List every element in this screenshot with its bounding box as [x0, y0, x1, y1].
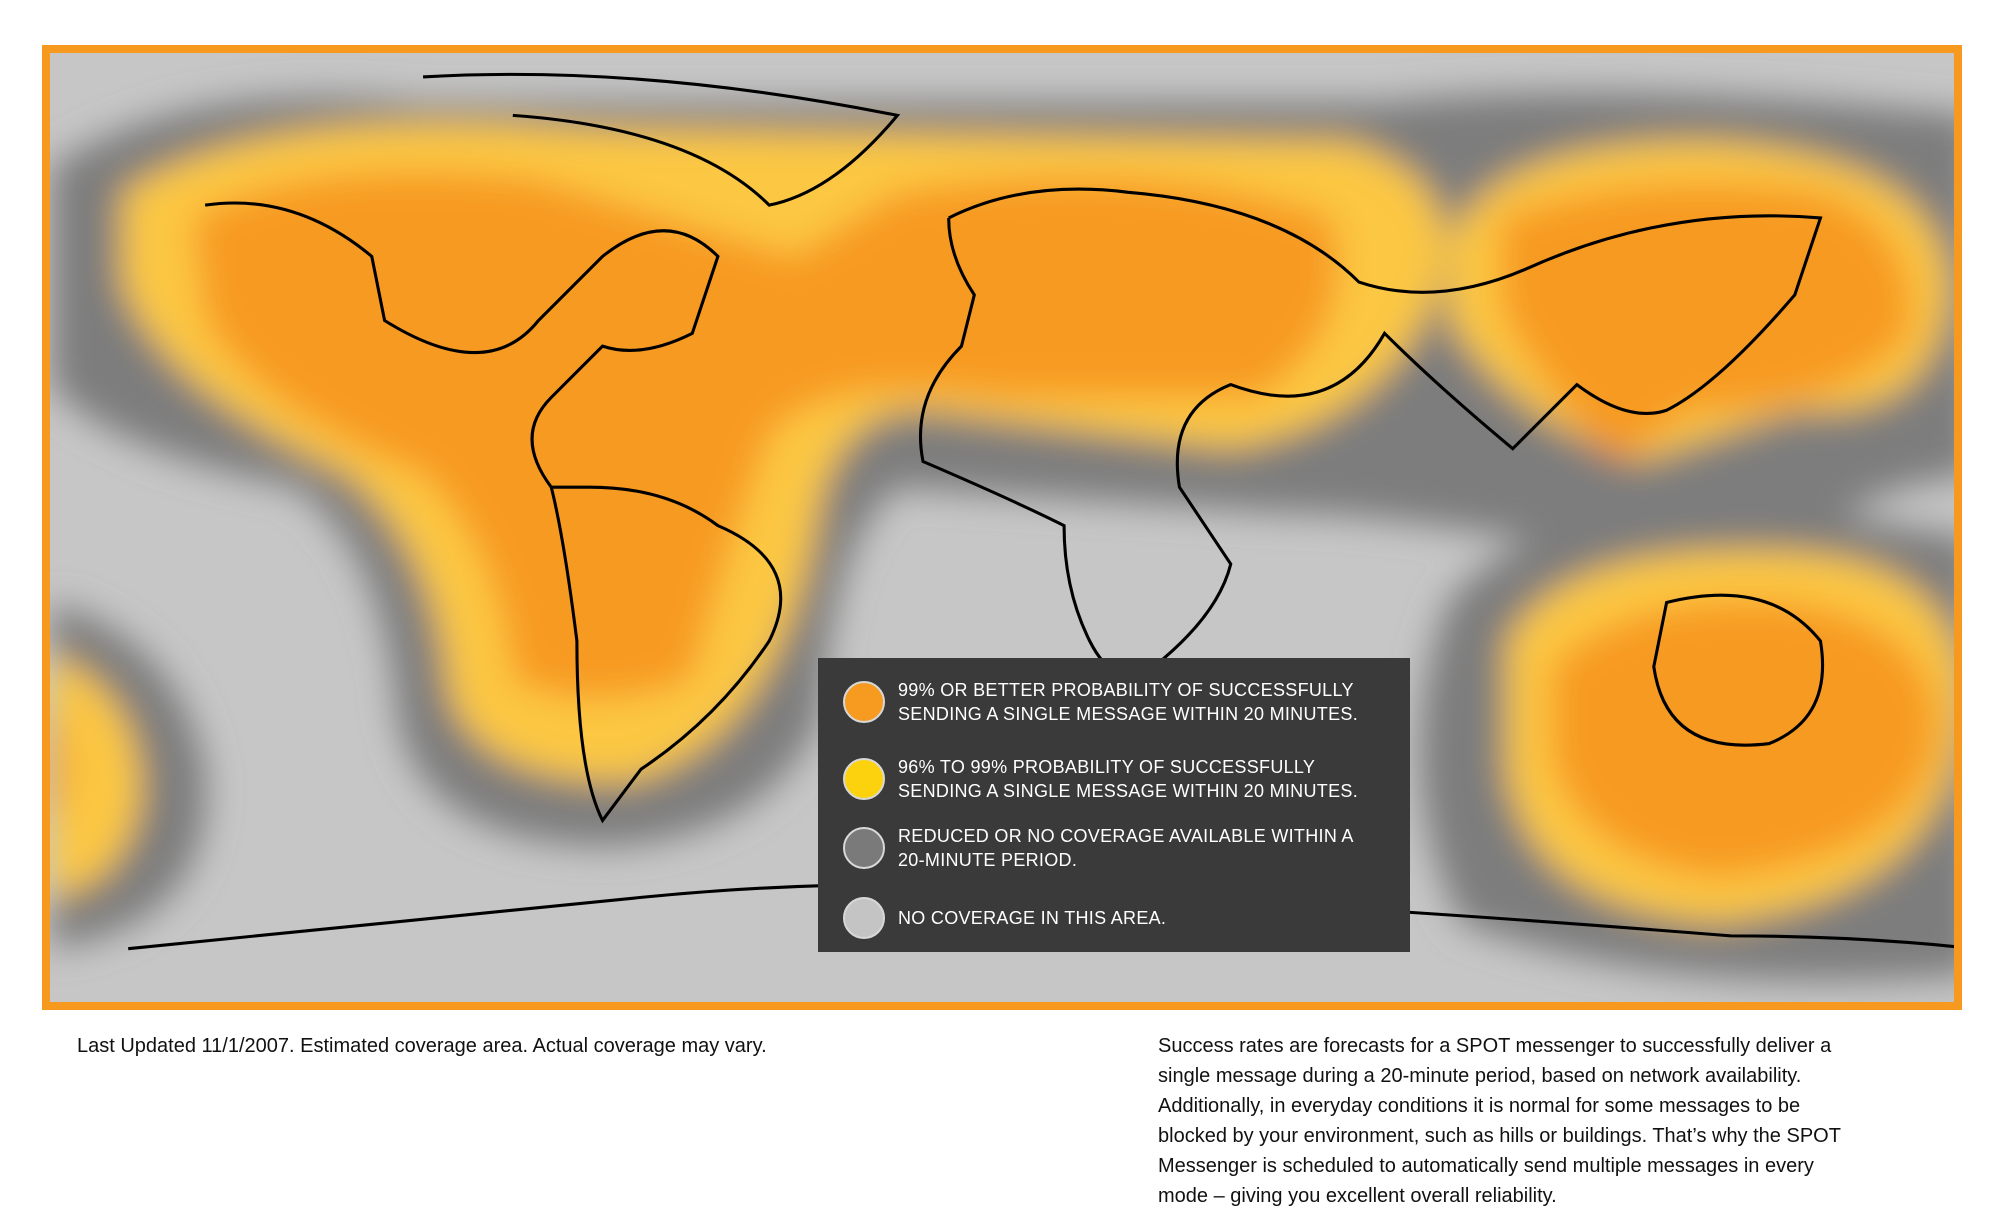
legend-label: 20-MINUTE PERIOD.	[898, 850, 1077, 870]
footer-note: Last Updated 11/1/2007. Estimated covera…	[77, 1035, 767, 1057]
legend-box	[818, 658, 1410, 952]
legend: 99% OR BETTER PROBABILITY OF SUCCESSFULL…	[843, 680, 1358, 939]
coverage-zones	[51, 72, 1958, 981]
footer-description-line: Additionally, in everyday conditions it …	[1158, 1095, 1800, 1117]
legend-swatch	[843, 897, 885, 939]
legend-swatch	[843, 758, 885, 800]
legend-swatch	[843, 681, 885, 723]
footer-description-line: Success rates are forecasts for a SPOT m…	[1158, 1035, 1832, 1057]
legend-label: NO COVERAGE IN THIS AREA.	[898, 908, 1166, 928]
footer-description-line: mode – giving you excellent overall reli…	[1158, 1185, 1557, 1207]
legend-label: SENDING A SINGLE MESSAGE WITHIN 20 MINUT…	[898, 781, 1358, 801]
legend-label: 96% TO 99% PROBABILITY OF SUCCESSFULLY	[898, 757, 1315, 777]
footer-description-line: blocked by your environment, such as hil…	[1158, 1125, 1841, 1147]
footer-description-line: Messenger is scheduled to automatically …	[1158, 1155, 1814, 1177]
legend-swatch	[843, 827, 885, 869]
legend-label: REDUCED OR NO COVERAGE AVAILABLE WITHIN …	[898, 826, 1354, 846]
legend-label: 99% OR BETTER PROBABILITY OF SUCCESSFULL…	[898, 680, 1354, 700]
legend-label: SENDING A SINGLE MESSAGE WITHIN 20 MINUT…	[898, 704, 1358, 724]
footer-description: Success rates are forecasts for a SPOT m…	[1158, 1035, 1841, 1207]
map-frame	[42, 45, 1962, 1010]
footer-description-line: single message during a 20-minute period…	[1158, 1065, 1801, 1087]
